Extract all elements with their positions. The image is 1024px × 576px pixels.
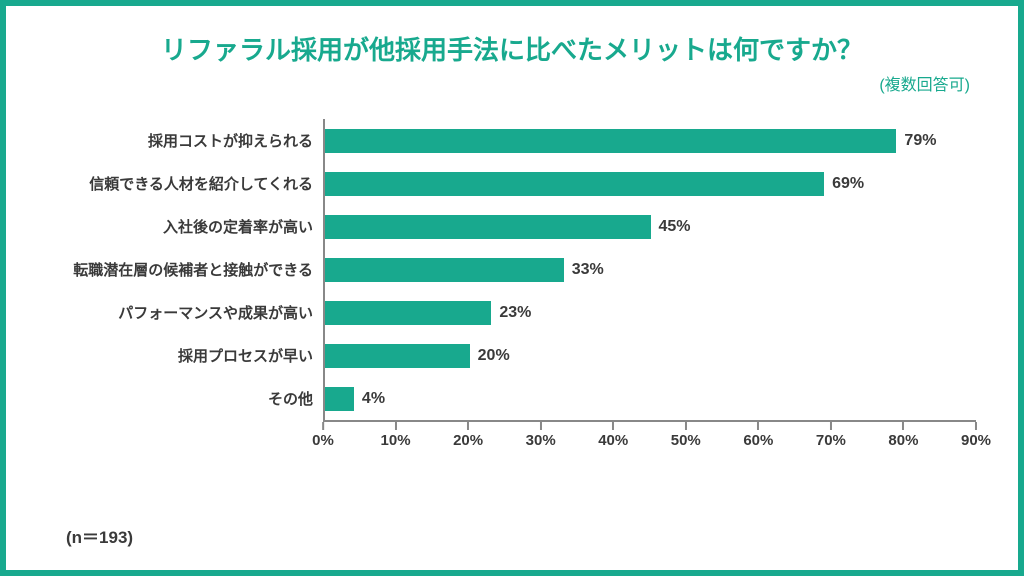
tick-mark bbox=[540, 422, 542, 430]
chart-frame: リファラル採用が他採用手法に比べたメリットは何ですか？ (複数回答可) 採用コス… bbox=[0, 0, 1024, 576]
chart-subtitle: (複数回答可) bbox=[48, 71, 976, 95]
bar bbox=[325, 301, 491, 325]
bar-row: 入社後の定着率が高い 45% bbox=[48, 205, 976, 248]
bar-row: パフォーマンスや成果が高い 23% bbox=[48, 291, 976, 334]
x-tick: 70% bbox=[816, 422, 846, 449]
bar-row: 採用コストが抑えられる 79% bbox=[48, 119, 976, 162]
tick-mark bbox=[902, 422, 904, 430]
bar-value-label: 69% bbox=[832, 175, 864, 193]
tick-mark bbox=[395, 422, 397, 430]
tick-mark bbox=[975, 422, 977, 430]
category-label: 採用プロセスが早い bbox=[48, 345, 323, 366]
tick-label: 30% bbox=[526, 432, 556, 449]
bar bbox=[325, 129, 896, 153]
x-tick: 30% bbox=[526, 422, 556, 449]
bar-row: その他 4% bbox=[48, 377, 976, 420]
plot-cell: 79% bbox=[323, 119, 976, 162]
x-tick: 40% bbox=[598, 422, 628, 449]
tick-label: 80% bbox=[888, 432, 918, 449]
bar bbox=[325, 387, 354, 411]
tick-mark bbox=[322, 422, 324, 430]
plot-cell: 20% bbox=[323, 334, 976, 377]
chart-area: 採用コストが抑えられる 79% 信頼できる人材を紹介してくれる 69% 入社後の定着率が… bbox=[48, 119, 976, 460]
tick-mark bbox=[685, 422, 687, 430]
bar bbox=[325, 172, 824, 196]
x-tick: 90% bbox=[961, 422, 991, 449]
tick-label: 90% bbox=[961, 432, 991, 449]
x-tick: 0% bbox=[312, 422, 334, 449]
bar-row: 転職潜在層の候補者と接触ができる 33% bbox=[48, 248, 976, 291]
tick-mark bbox=[612, 422, 614, 430]
bar bbox=[325, 258, 564, 282]
axis-spacer bbox=[48, 420, 323, 460]
category-label: その他 bbox=[48, 388, 323, 409]
plot-cell: 69% bbox=[323, 162, 976, 205]
x-tick: 20% bbox=[453, 422, 483, 449]
category-label: 信頼できる人材を紹介してくれる bbox=[48, 173, 323, 194]
category-label: 転職潜在層の候補者と接触ができる bbox=[48, 259, 323, 280]
bar bbox=[325, 215, 651, 239]
sample-size-label: (n＝193) bbox=[66, 523, 133, 548]
bar-row: 信頼できる人材を紹介してくれる 69% bbox=[48, 162, 976, 205]
x-tick: 50% bbox=[671, 422, 701, 449]
x-axis: 0%10%20%30%40%50%60%70%80%90% bbox=[323, 420, 976, 460]
bar-value-label: 45% bbox=[659, 218, 691, 236]
bar-value-label: 4% bbox=[362, 390, 385, 408]
tick-label: 60% bbox=[743, 432, 773, 449]
bar-value-label: 33% bbox=[572, 261, 604, 279]
tick-mark bbox=[757, 422, 759, 430]
bar-row: 採用プロセスが早い 20% bbox=[48, 334, 976, 377]
x-tick: 60% bbox=[743, 422, 773, 449]
bar bbox=[325, 344, 470, 368]
x-axis-row: 0%10%20%30%40%50%60%70%80%90% bbox=[48, 420, 976, 460]
tick-mark bbox=[467, 422, 469, 430]
tick-label: 20% bbox=[453, 432, 483, 449]
tick-label: 0% bbox=[312, 432, 334, 449]
category-label: 採用コストが抑えられる bbox=[48, 130, 323, 151]
plot-cell: 4% bbox=[323, 377, 976, 420]
x-tick: 80% bbox=[888, 422, 918, 449]
bar-value-label: 23% bbox=[499, 304, 531, 322]
bar-value-label: 20% bbox=[478, 347, 510, 365]
plot-cell: 23% bbox=[323, 291, 976, 334]
tick-label: 40% bbox=[598, 432, 628, 449]
tick-label: 50% bbox=[671, 432, 701, 449]
plot-cell: 33% bbox=[323, 248, 976, 291]
tick-label: 70% bbox=[816, 432, 846, 449]
bar-rows-container: 採用コストが抑えられる 79% 信頼できる人材を紹介してくれる 69% 入社後の定着率が… bbox=[48, 119, 976, 420]
plot-cell: 45% bbox=[323, 205, 976, 248]
bar-value-label: 79% bbox=[904, 132, 936, 150]
tick-mark bbox=[830, 422, 832, 430]
chart-title: リファラル採用が他採用手法に比べたメリットは何ですか？ bbox=[48, 30, 976, 67]
x-tick: 10% bbox=[381, 422, 411, 449]
category-label: 入社後の定着率が高い bbox=[48, 216, 323, 237]
category-label: パフォーマンスや成果が高い bbox=[48, 302, 323, 323]
tick-label: 10% bbox=[381, 432, 411, 449]
